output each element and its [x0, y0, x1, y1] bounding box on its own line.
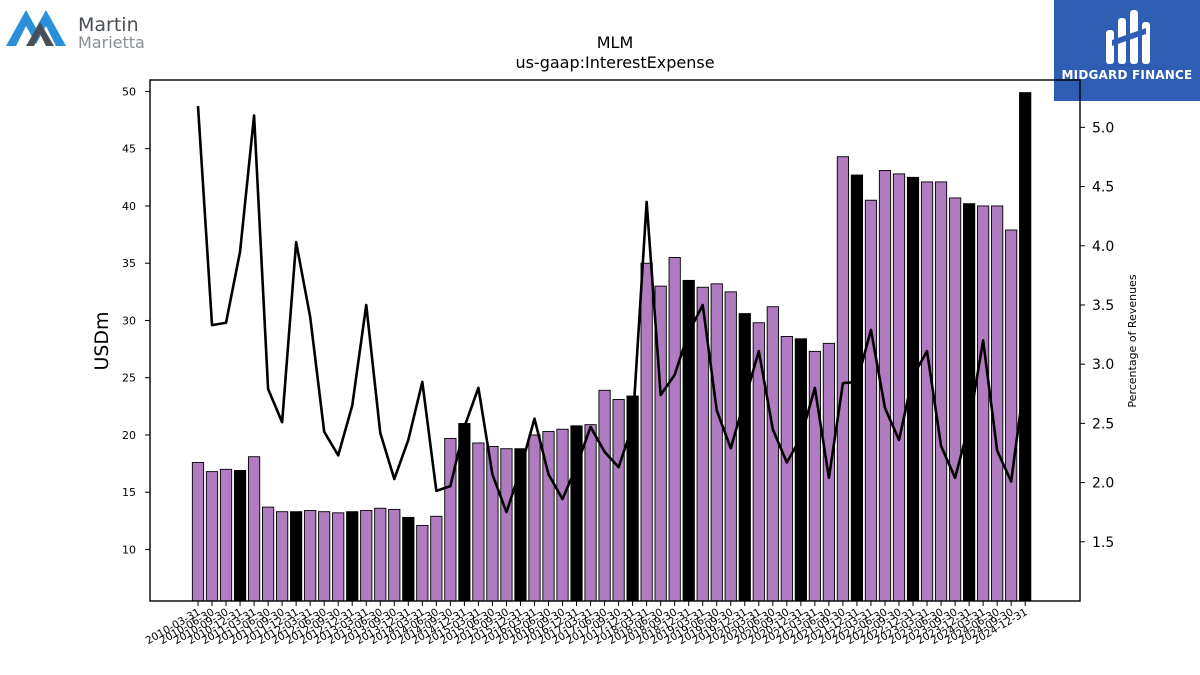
bar-2012-03-31	[304, 510, 317, 602]
bar-2016-09-30	[556, 428, 569, 602]
y-tick-label: 35	[122, 257, 136, 270]
company-name-line1: Martin	[78, 14, 139, 36]
line-layer	[196, 105, 1027, 514]
bar-2011-12-31	[290, 511, 303, 602]
bar-2018-03-31	[640, 262, 653, 602]
bar-2012-12-31	[346, 511, 359, 602]
bar-2024-09-30	[1005, 229, 1018, 602]
axes-layer: 10 15 20 25 30 35 40 45 50 1.5 2.0 2.5 3.0 3.5 4.0 4.5 5…	[122, 79, 1114, 647]
bar-2022-03-31	[864, 199, 878, 602]
bar-2020-06-30	[766, 306, 779, 602]
bar-2024-12-31	[1019, 92, 1032, 602]
bars-layer	[191, 92, 1032, 602]
bar-2023-09-30	[948, 197, 962, 602]
y-tick-label: 40	[122, 200, 136, 213]
y2-tick-label: 2.0	[1092, 476, 1114, 492]
bar-2019-12-31	[738, 313, 751, 602]
y-tick-label: 25	[122, 372, 136, 385]
y2-tick-label: 4.5	[1092, 180, 1114, 196]
company-name-line2: Marietta	[78, 33, 145, 52]
bar-2017-06-30	[598, 389, 611, 602]
y-tick-label: 50	[122, 85, 136, 98]
y-axis-label: USDm	[91, 311, 113, 370]
bar-2012-06-30	[318, 511, 331, 602]
bar-2013-06-30	[374, 507, 387, 602]
y-tick-label: 45	[122, 143, 136, 156]
bar-2019-06-30	[710, 283, 723, 602]
y2-tick-label: 3.5	[1092, 298, 1114, 314]
bar-2010-06-30	[205, 471, 219, 602]
y2-tick-label: 1.5	[1092, 535, 1114, 551]
bar-2013-12-31	[402, 516, 415, 602]
bar-2023-06-30	[934, 181, 948, 602]
chart-title: MLM	[597, 33, 634, 52]
bar-2017-03-31	[584, 424, 597, 602]
bar-2015-09-30	[500, 448, 513, 602]
y-tick-label: 10	[122, 543, 136, 556]
y2-tick-label: 3.0	[1092, 357, 1114, 373]
bar-2021-12-31	[850, 174, 864, 602]
mountain-logo-icon	[6, 10, 66, 46]
sponsor-name: MIDGARD FINANCE	[1061, 68, 1193, 82]
bar-2018-09-30	[668, 257, 681, 602]
bar-2018-12-31	[682, 279, 695, 602]
bar-2021-09-30	[836, 156, 850, 602]
bar-2023-03-31	[920, 181, 934, 602]
bar-2017-09-30	[612, 399, 625, 602]
chart-subtitle: us-gaap:InterestExpense	[515, 53, 714, 72]
bar-2020-09-30	[780, 336, 793, 602]
y2-tick-label: 2.5	[1092, 416, 1114, 432]
bar-2011-06-30	[262, 506, 275, 602]
bar-2014-12-31	[458, 423, 471, 602]
bar-2014-03-31	[416, 524, 429, 602]
bar-2010-09-30	[219, 468, 233, 602]
company-logo: Martin Marietta	[6, 6, 166, 52]
y2-tick-label: 5.0	[1092, 120, 1114, 136]
y-tick-label: 30	[122, 314, 136, 327]
bar-2010-03-31	[191, 462, 205, 602]
sponsor-logo: MIDGARD FINANCE	[1054, 0, 1200, 101]
bar-2011-09-30	[276, 511, 289, 602]
y2-tick-label: 4.0	[1092, 239, 1114, 255]
bar-2014-09-30	[444, 437, 457, 602]
bar-2013-03-31	[360, 510, 373, 602]
bar-2015-03-31	[472, 442, 485, 602]
bar-2010-12-31	[233, 470, 247, 602]
bar-2022-09-30	[892, 173, 906, 602]
y-tick-label: 20	[122, 429, 136, 442]
bar-2014-06-30	[430, 515, 443, 602]
plot-frame	[149, 79, 1081, 602]
percentage-of-revenues-line	[196, 105, 1027, 514]
bar-2024-06-30	[991, 205, 1004, 602]
bar-2012-09-30	[332, 512, 345, 602]
bar-2020-12-31	[794, 338, 807, 602]
sponsor-emblem-icon	[1106, 10, 1150, 64]
bar-2011-03-31	[247, 456, 261, 602]
y2-axis-label: Percentage of Revenues	[1126, 274, 1139, 407]
bar-2016-03-31	[528, 434, 541, 602]
bar-2013-09-30	[388, 508, 401, 602]
bar-2024-03-31	[977, 205, 990, 602]
y-tick-label: 15	[122, 486, 136, 499]
